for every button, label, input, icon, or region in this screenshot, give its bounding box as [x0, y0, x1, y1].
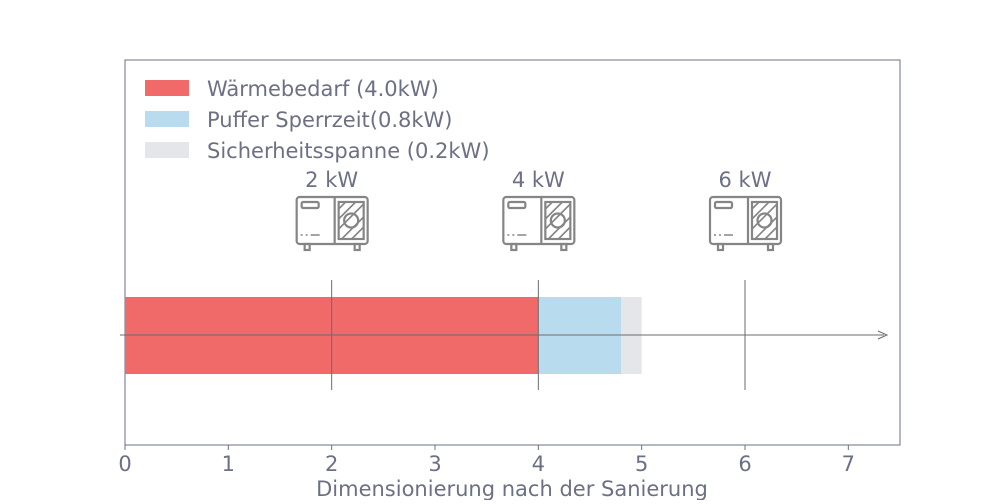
x-tick-label: 3 — [428, 452, 441, 476]
x-tick-label: 1 — [222, 452, 235, 476]
x-tick-label: 7 — [842, 452, 855, 476]
legend-label: Puffer Sperrzeit(0.8kW) — [207, 108, 453, 132]
heat-pump-icon — [708, 195, 783, 252]
x-tick-label: 2 — [325, 452, 338, 476]
x-tick-label: 6 — [738, 452, 751, 476]
marker-label: 4 kW — [512, 168, 565, 192]
legend-label: Wärmebedarf (4.0kW) — [207, 77, 439, 101]
legend-swatch — [145, 142, 189, 158]
x-tick-label: 5 — [635, 452, 648, 476]
legend-swatch — [145, 111, 189, 127]
heat-pump-icon — [502, 195, 576, 252]
legend-swatch — [145, 80, 189, 96]
plot-frame — [124, 59, 901, 446]
x-axis-label: Dimensionierung nach der Sanierung — [316, 477, 708, 500]
x-tick-label: 4 — [532, 452, 545, 476]
x-tick-label: 0 — [118, 452, 131, 476]
legend-label: Sicherheitsspanne (0.2kW) — [207, 139, 490, 163]
heat-pump-icon — [295, 195, 369, 252]
marker-label: 6 kW — [719, 168, 772, 192]
axis-arrow-head — [877, 330, 889, 340]
marker-label: 2 kW — [305, 168, 358, 192]
